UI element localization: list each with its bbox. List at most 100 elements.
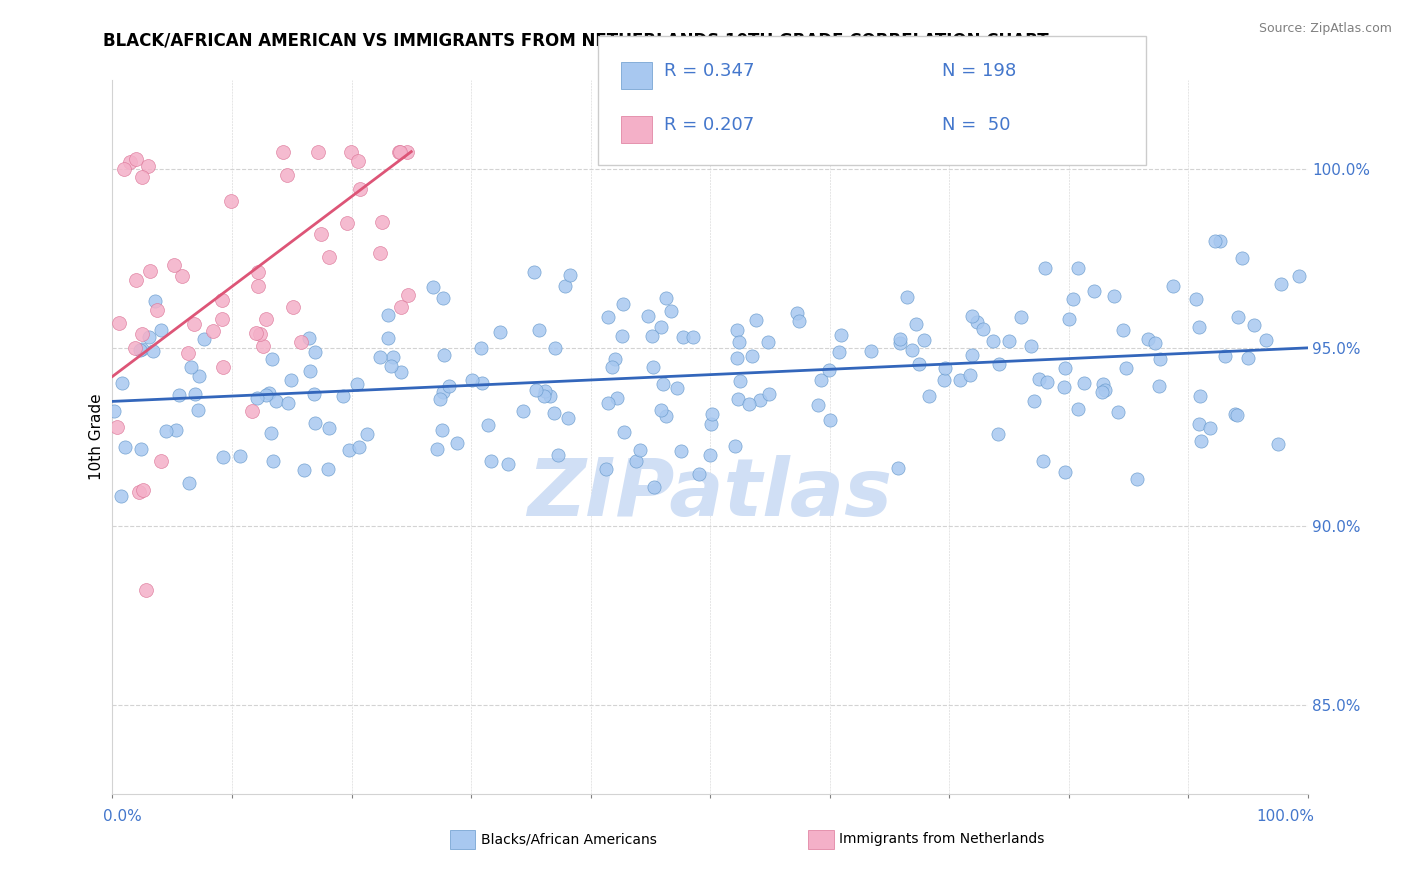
Point [245,326,267,340]
Point [380,359,402,374]
Y-axis label: 10th Grade: 10th Grade [89,393,104,481]
Point [1067,261,1090,276]
Point [316,462,339,476]
Point [304,416,326,430]
Point [725,323,748,337]
Point [252,339,274,353]
Point [702,407,724,421]
Point [150,323,173,337]
Point [426,442,449,456]
Point [138,264,160,278]
Point [789,313,811,327]
Point [728,334,751,349]
Point [260,351,283,366]
Point [818,412,841,426]
Point [1188,417,1211,431]
Point [661,304,683,318]
Point [610,329,633,343]
Point [1270,277,1292,292]
Point [1067,402,1090,417]
Point [260,425,283,440]
Point [432,385,454,400]
Point [120,155,142,169]
Point [114,162,135,177]
Point [688,467,710,482]
Point [912,333,935,347]
Point [960,348,983,362]
Point [187,368,209,383]
Point [129,442,152,456]
Point [1107,405,1129,419]
Point [142,344,165,359]
Point [298,331,321,345]
Point [1267,437,1289,451]
Point [643,480,665,494]
Point [202,324,225,338]
Point [512,404,534,418]
Text: N = 198: N = 198 [942,62,1017,80]
Point [432,423,454,437]
Point [131,342,153,356]
Point [211,450,233,465]
Point [1053,466,1076,480]
Point [290,334,312,349]
Point [1094,383,1116,397]
Text: R = 0.207: R = 0.207 [664,116,754,134]
Point [162,258,184,272]
Point [544,341,567,355]
Point [738,397,761,411]
Point [280,373,302,387]
Point [1230,251,1253,265]
Point [229,449,252,463]
Point [396,288,419,302]
Text: 0.0%: 0.0% [103,809,142,823]
Point [382,350,405,364]
Point [247,278,270,293]
Point [949,373,972,387]
Point [896,290,918,304]
Point [1028,371,1050,385]
Point [887,461,910,475]
Point [211,293,233,307]
Point [1204,234,1226,248]
Point [146,303,169,318]
Point [554,278,576,293]
Point [669,444,692,458]
Point [699,448,721,462]
Point [1073,376,1095,390]
Point [389,301,412,315]
Point [184,387,207,401]
Point [682,330,704,344]
Point [309,227,332,241]
Point [1010,310,1032,325]
Point [172,269,194,284]
Point [337,442,360,457]
Point [498,457,520,471]
Point [105,419,128,434]
Text: ZIPatlas: ZIPatlas [527,455,893,533]
Point [422,280,444,294]
Point [672,329,695,343]
Point [818,363,841,377]
Point [741,349,763,363]
Point [626,454,648,468]
Point [640,329,662,343]
Point [987,426,1010,441]
Point [665,381,688,395]
Point [598,396,620,410]
Point [271,145,294,159]
Point [1053,360,1076,375]
Point [103,403,125,417]
Point [135,582,157,597]
Point [1189,434,1212,448]
Point [533,384,555,399]
Point [193,332,215,346]
Point [524,383,547,397]
Point [433,348,456,362]
Point [138,159,160,173]
Point [1226,408,1249,422]
Point [600,359,623,374]
Point [889,332,911,346]
Point [934,373,956,387]
Point [276,169,298,183]
